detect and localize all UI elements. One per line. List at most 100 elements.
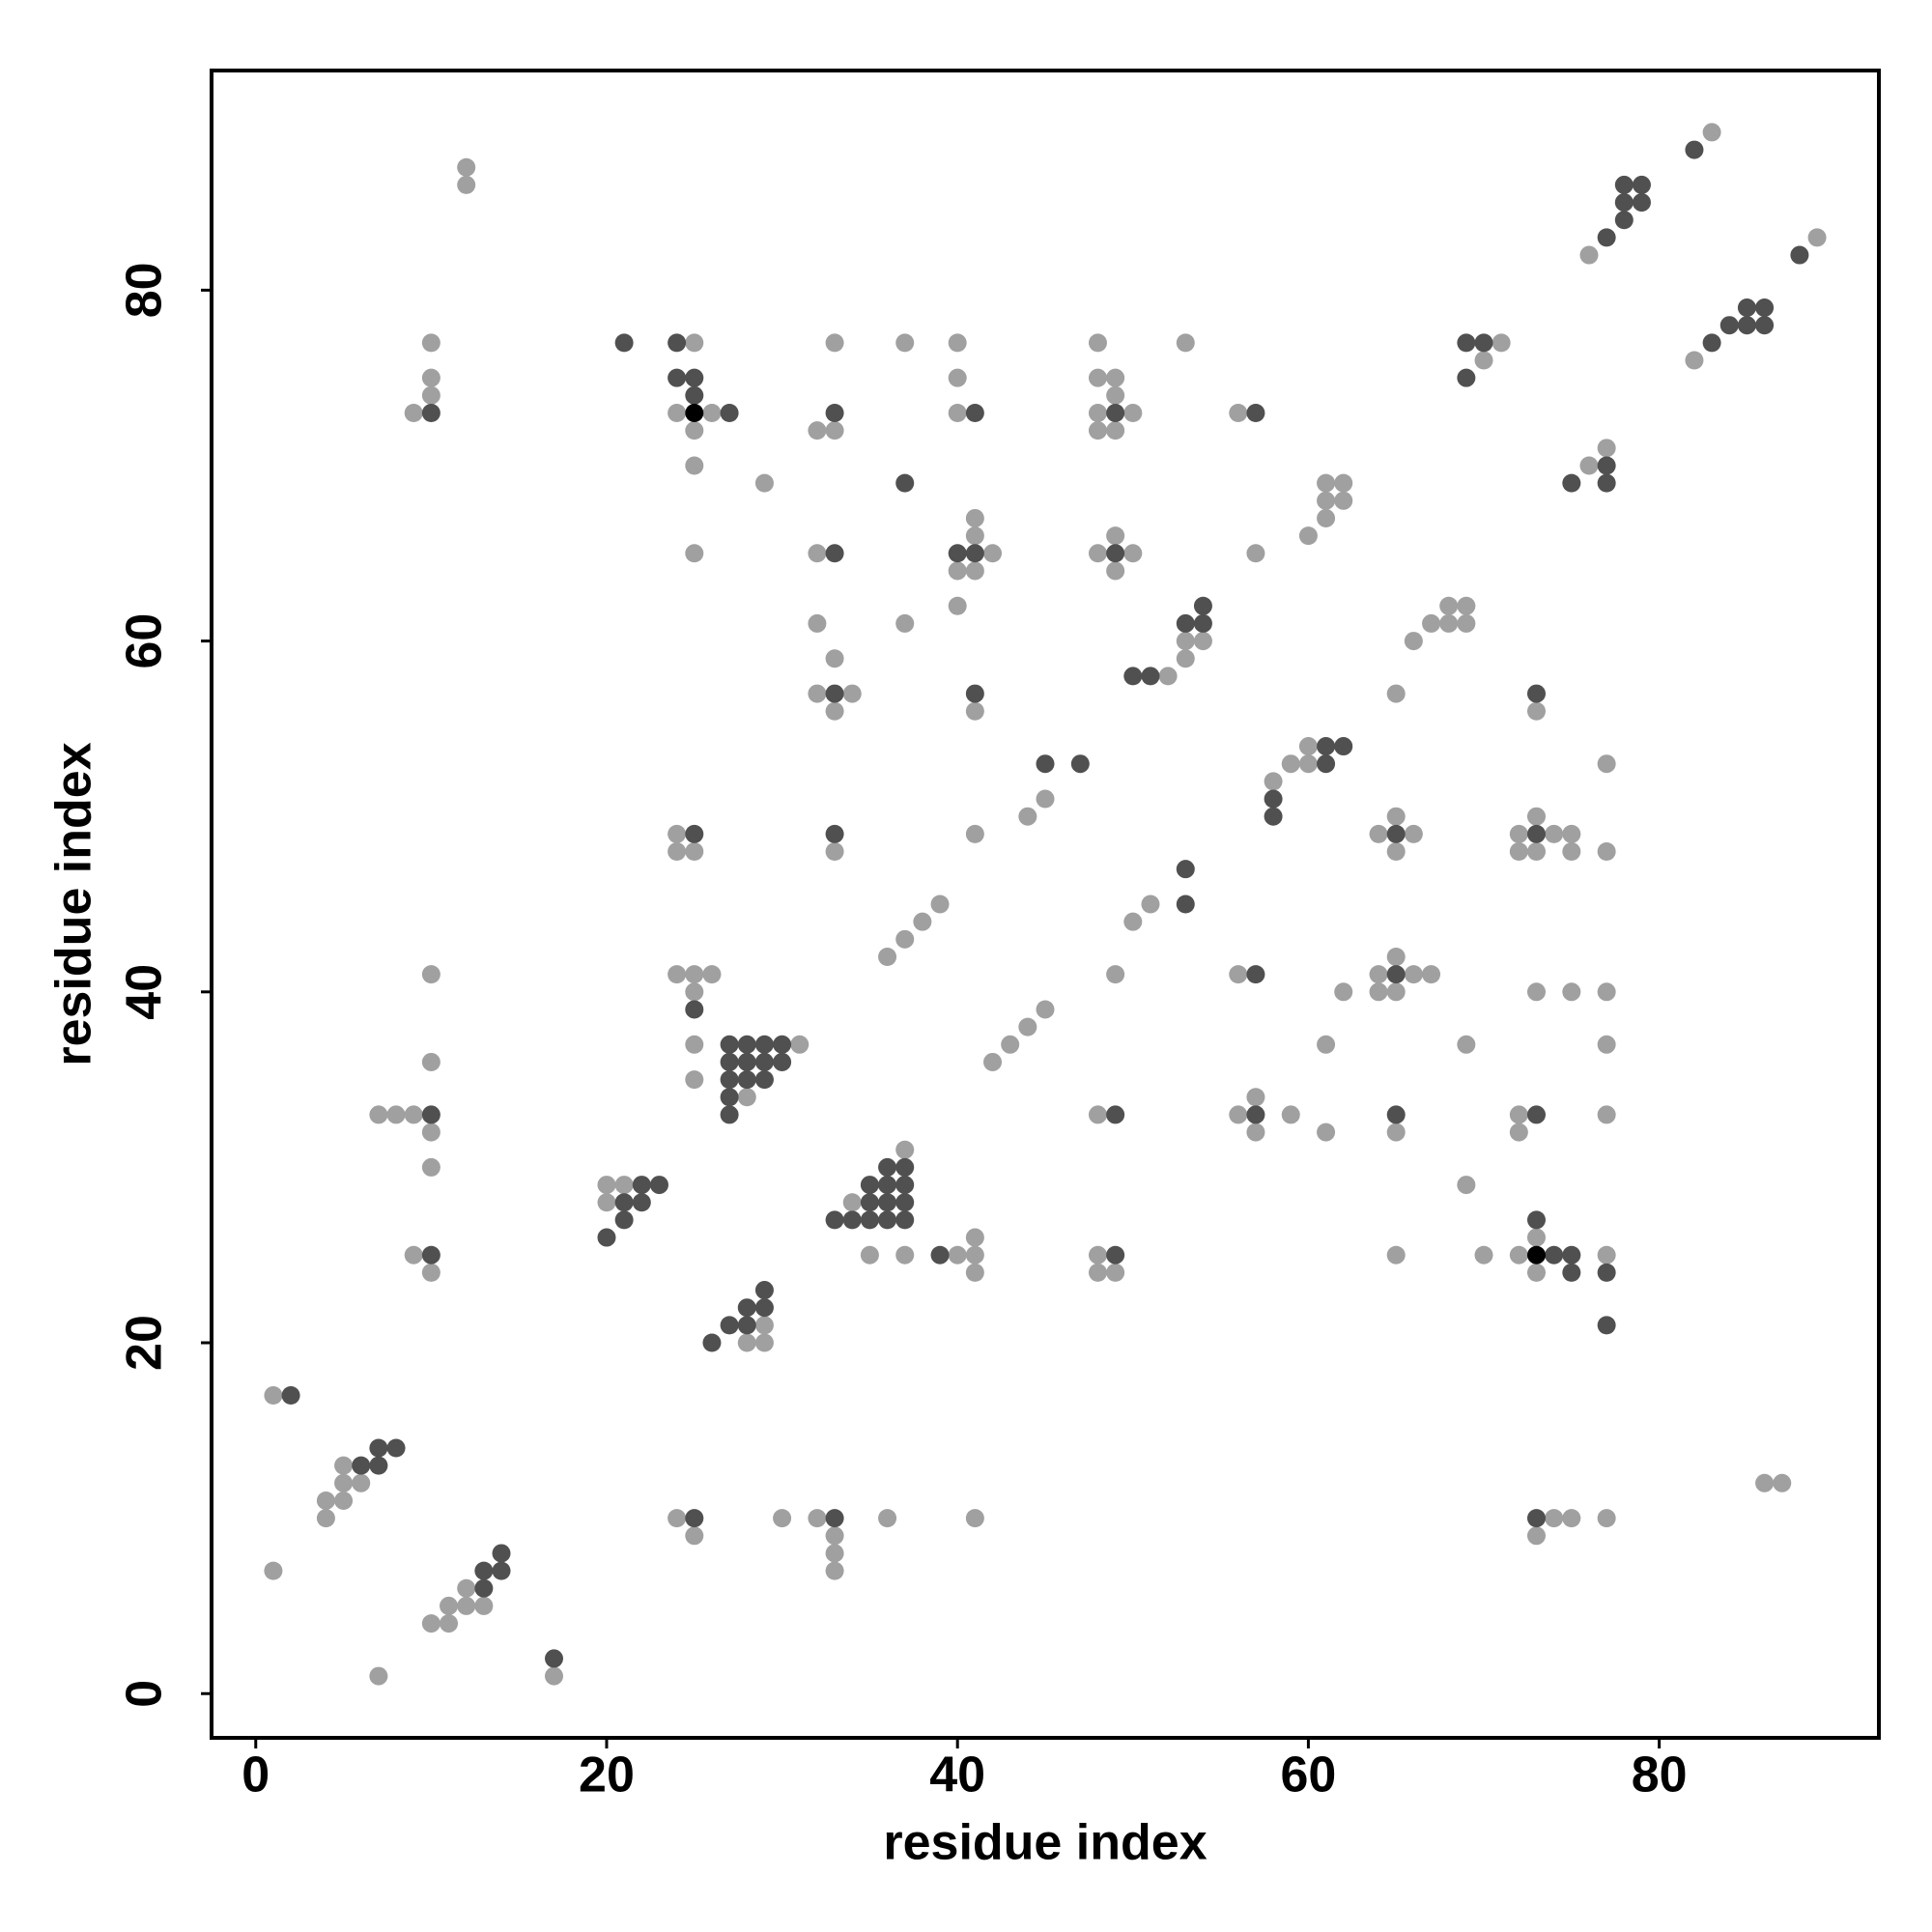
contact-point — [1018, 807, 1037, 826]
contact-point — [421, 1157, 440, 1177]
contact-point — [948, 596, 967, 615]
contact-point — [1474, 333, 1493, 353]
contact-point — [1001, 1035, 1020, 1054]
contact-point — [1702, 333, 1721, 353]
contact-point — [668, 965, 687, 984]
contact-point — [334, 1456, 354, 1475]
x-tick-label: 0 — [242, 1747, 270, 1804]
contact-point — [421, 965, 440, 984]
contact-point — [685, 544, 704, 563]
contact-point — [1562, 473, 1581, 493]
contact-point — [1474, 351, 1493, 370]
contact-point — [825, 1561, 844, 1580]
contact-point — [1790, 245, 1809, 265]
contact-point — [421, 1052, 440, 1071]
contact-point — [754, 1298, 774, 1318]
contact-point — [1088, 1245, 1107, 1264]
contact-point — [1106, 1263, 1125, 1282]
contact-point — [1719, 316, 1739, 335]
contact-point — [860, 1176, 879, 1195]
contact-point — [1088, 421, 1107, 440]
contact-point — [1334, 473, 1353, 493]
contact-point — [685, 1509, 704, 1528]
contact-point — [1317, 754, 1336, 774]
contact-point — [1106, 526, 1125, 546]
contact-point — [1246, 1122, 1265, 1142]
contact-point — [668, 333, 687, 353]
contact-point — [1123, 667, 1143, 686]
contact-point — [457, 175, 476, 194]
contact-point — [1545, 1509, 1564, 1528]
contact-point — [1176, 649, 1195, 668]
contact-point — [878, 1176, 897, 1195]
contact-point — [1246, 1088, 1265, 1107]
contact-point — [334, 1473, 354, 1492]
contact-point — [1088, 333, 1107, 353]
contact-point — [790, 1035, 810, 1054]
contact-point — [1545, 824, 1564, 843]
contact-point — [1597, 228, 1616, 247]
contact-point — [737, 1070, 756, 1090]
contact-point — [1264, 789, 1283, 809]
contact-point — [860, 1193, 879, 1212]
contact-point — [825, 824, 844, 843]
contact-point — [1088, 403, 1107, 422]
contact-point — [948, 403, 967, 422]
contact-point — [316, 1509, 335, 1528]
contact-point — [965, 1245, 984, 1264]
contact-point — [1562, 982, 1581, 1002]
contact-point — [1527, 824, 1547, 843]
contact-point — [1298, 526, 1318, 546]
contact-point — [965, 508, 984, 527]
contact-point — [702, 403, 722, 422]
contact-point — [1369, 824, 1388, 843]
contact-point — [1404, 632, 1423, 651]
contact-point — [685, 421, 704, 440]
contact-point — [1123, 403, 1143, 422]
contact-point — [895, 1245, 915, 1264]
contact-point — [965, 561, 984, 581]
y-axis-title: residue index — [46, 742, 102, 1065]
contact-point — [1088, 1105, 1107, 1124]
contact-point — [685, 368, 704, 387]
contact-point — [685, 842, 704, 862]
contact-point — [1527, 1105, 1547, 1124]
contact-point — [1386, 965, 1406, 984]
contact-point — [421, 1245, 440, 1264]
contact-point — [1527, 1210, 1547, 1230]
contact-point — [1106, 403, 1125, 422]
contact-point — [1246, 965, 1265, 984]
contact-point — [948, 544, 967, 563]
contact-point — [1298, 754, 1318, 774]
contact-point — [544, 1649, 563, 1668]
contact-point — [1527, 684, 1547, 703]
contact-point — [808, 421, 827, 440]
contact-point — [1702, 123, 1721, 142]
contact-point — [614, 1193, 634, 1212]
contact-point — [668, 824, 687, 843]
contact-point — [948, 368, 967, 387]
contact-point — [1457, 1035, 1476, 1054]
y-tick-label: 80 — [117, 262, 173, 318]
contact-point — [825, 1526, 844, 1546]
contact-point — [1298, 737, 1318, 756]
contact-point — [685, 824, 704, 843]
contact-point — [983, 1052, 1003, 1071]
contact-point — [878, 1509, 897, 1528]
contact-point — [474, 1561, 494, 1580]
contact-point — [1386, 982, 1406, 1002]
contact-point — [1106, 421, 1125, 440]
contact-point — [1439, 596, 1459, 615]
contact-point — [895, 473, 915, 493]
contact-point — [1088, 368, 1107, 387]
contact-point — [264, 1386, 283, 1406]
contact-point — [1492, 333, 1511, 353]
contact-point — [1141, 895, 1160, 914]
contact-point — [421, 368, 440, 387]
contact-point — [1527, 701, 1547, 721]
contact-point — [1018, 1017, 1037, 1037]
contact-point — [421, 1105, 440, 1124]
contact-point — [1386, 1245, 1406, 1264]
contact-point — [825, 333, 844, 353]
contact-point — [1281, 754, 1300, 774]
